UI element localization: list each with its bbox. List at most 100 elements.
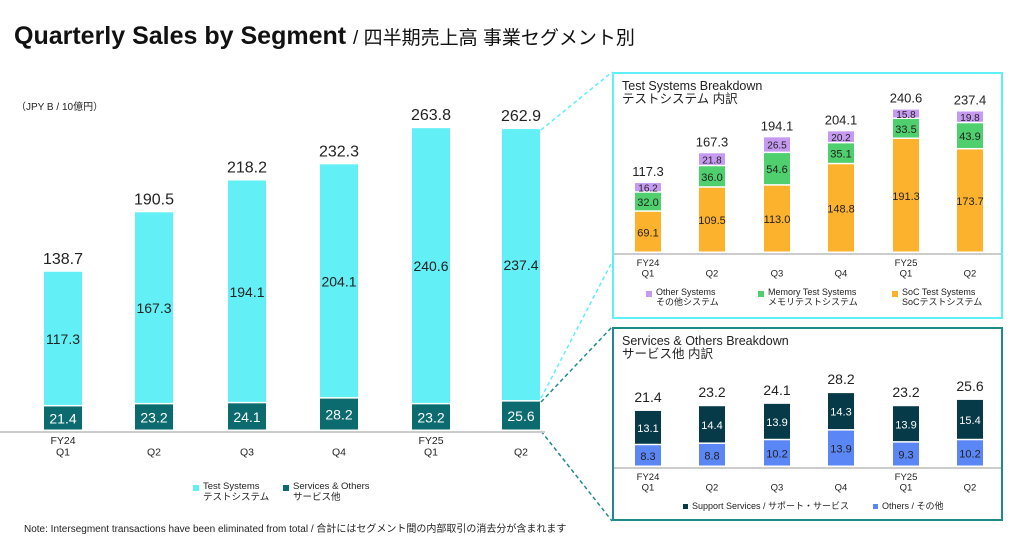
bar-value-label: 21.8	[702, 155, 722, 166]
unit-label: （JPY B / 10億円）	[16, 102, 104, 113]
legend-label: SoCテストシステム	[902, 297, 982, 307]
legend-label: Memory Test Systems	[768, 287, 857, 297]
bar-segment	[893, 406, 919, 442]
total-label: 24.1	[763, 382, 790, 398]
bar-segment	[135, 404, 173, 430]
bar-segment	[699, 443, 725, 466]
bar-value-label: 109.5	[698, 215, 726, 227]
bar-segment	[135, 212, 173, 403]
x-tick-label: Q2	[514, 447, 528, 459]
bar-segment	[957, 149, 983, 252]
bar-value-label: 167.3	[136, 300, 171, 316]
total-label: 117.3	[632, 164, 664, 179]
panel-title-en: Services & Others Breakdown	[622, 334, 789, 348]
total-label: 25.6	[956, 378, 983, 394]
bar-value-label: 43.9	[959, 131, 980, 143]
legend-swatch	[283, 485, 289, 491]
panel-title-en: Test Systems Breakdown	[622, 79, 763, 93]
legend-label: Support Services / サポート・サービス	[692, 501, 849, 511]
x-tick-label: Q3	[240, 447, 254, 459]
bar-segment	[44, 271, 82, 405]
total-label: 263.8	[411, 107, 451, 124]
bar-segment	[893, 442, 919, 466]
x-tick-label: FY25	[895, 472, 918, 483]
bar-value-label: 191.3	[892, 191, 920, 203]
total-label: 194.1	[761, 118, 794, 133]
bar-value-label: 16.2	[638, 183, 658, 194]
x-tick-label: FY25	[895, 258, 918, 269]
legend-swatch	[892, 291, 898, 297]
services-panel: Services & Others Breakdown サービス他 内訳	[612, 327, 1003, 521]
bar-value-label: 13.1	[637, 423, 658, 435]
bar-value-label: 113.0	[764, 214, 791, 226]
bar-segment	[699, 166, 725, 187]
bar-segment	[228, 403, 266, 430]
bar-segment	[764, 153, 790, 185]
legend-label: SoC Test Systems	[902, 287, 976, 297]
legend-swatch	[193, 485, 199, 491]
x-tick-label: FY25	[418, 435, 443, 447]
bar-value-label: 117.3	[46, 331, 80, 347]
bar-segment	[828, 164, 854, 252]
legend-label: Test Systems	[203, 481, 260, 492]
bar-value-label: 194.1	[229, 284, 264, 300]
bar-value-label: 23.2	[140, 410, 167, 426]
bar-segment	[764, 137, 790, 152]
legend-label: Others / その他	[882, 500, 944, 511]
bar-value-label: 240.6	[413, 258, 448, 274]
x-tick-label: Q4	[332, 447, 346, 459]
bar-value-label: 13.9	[766, 417, 787, 429]
x-tick-label: Q2	[706, 269, 719, 280]
bar-segment	[502, 401, 540, 430]
legend-label: Services & Others	[293, 481, 370, 492]
legend-swatch	[873, 504, 878, 509]
x-tick-label: Q2	[706, 483, 719, 494]
bar-segment	[635, 183, 661, 192]
x-tick-label: Q1	[642, 269, 655, 280]
bar-segment	[635, 445, 661, 466]
bar-value-label: 54.6	[766, 164, 787, 176]
x-tick-label: Q1	[56, 447, 70, 459]
bar-value-label: 9.3	[898, 450, 913, 462]
total-label: 21.4	[634, 389, 661, 405]
bar-value-label: 24.1	[233, 409, 260, 425]
total-label: 218.2	[227, 160, 267, 177]
bar-value-label: 33.5	[895, 124, 916, 136]
bar-value-label: 8.3	[640, 451, 655, 463]
bar-segment	[828, 131, 854, 142]
bar-segment	[44, 406, 82, 430]
bar-segment	[764, 185, 790, 252]
legend-swatch	[683, 504, 688, 509]
bar-segment	[764, 403, 790, 439]
panel-title: Test Systems Breakdown テストシステム 内訳	[622, 80, 762, 106]
page-title: Quarterly Sales by Segment / 四半期売上高 事業セグ…	[14, 22, 635, 51]
bar-value-label: 204.1	[321, 273, 356, 289]
bar-segment	[828, 430, 854, 466]
test-systems-panel: Test Systems Breakdown テストシステム 内訳	[612, 72, 1003, 319]
bar-value-label: 10.2	[959, 448, 980, 460]
legend-swatch	[646, 291, 652, 297]
legend-label: Other Systems	[656, 287, 716, 297]
bar-value-label: 69.1	[637, 227, 658, 239]
legend-label: サービス他	[293, 491, 341, 503]
x-tick-label: Q2	[964, 483, 977, 494]
bar-segment	[635, 192, 661, 211]
total-label: 167.3	[696, 134, 729, 149]
bar-segment	[699, 406, 725, 443]
bar-value-label: 14.4	[701, 420, 722, 432]
bar-segment	[635, 410, 661, 444]
legend-label: テストシステム	[203, 492, 269, 503]
connector-line	[540, 430, 613, 522]
x-tick-label: Q4	[835, 269, 848, 280]
bar-value-label: 10.2	[766, 448, 787, 460]
bar-segment	[893, 138, 919, 252]
x-tick-label: FY24	[50, 435, 75, 447]
panel-title-jp: テストシステム 内訳	[622, 92, 738, 106]
bar-value-label: 14.3	[830, 407, 851, 419]
bar-value-label: 23.2	[417, 410, 444, 426]
x-tick-label: Q1	[424, 447, 438, 459]
total-label: 138.7	[43, 251, 83, 268]
x-tick-label: Q1	[900, 483, 913, 494]
connector-line	[540, 71, 613, 131]
